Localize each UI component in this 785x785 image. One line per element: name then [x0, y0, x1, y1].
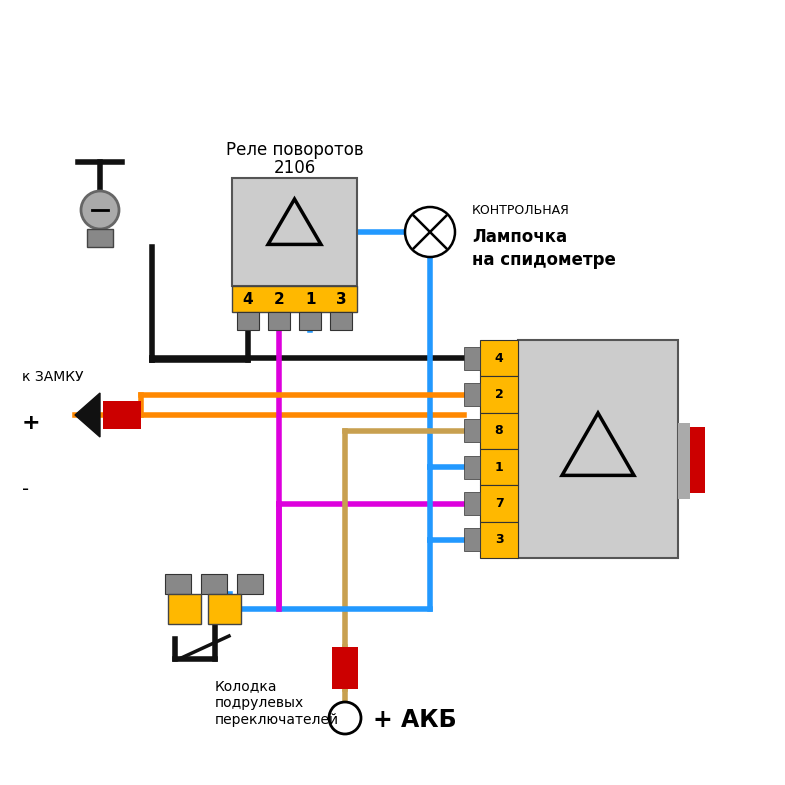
Text: 8: 8: [495, 425, 503, 437]
Bar: [480, 413, 518, 449]
Text: 4: 4: [243, 291, 253, 306]
Bar: [518, 340, 678, 558]
Text: к ЗАМКУ: к ЗАМКУ: [22, 370, 83, 384]
Text: + АКБ: + АКБ: [373, 708, 457, 732]
Text: 3: 3: [495, 533, 503, 546]
Bar: [268, 312, 290, 330]
Text: 2106: 2106: [273, 159, 316, 177]
Bar: [208, 594, 241, 624]
Bar: [678, 423, 690, 499]
Bar: [464, 346, 480, 370]
Bar: [201, 574, 227, 594]
Bar: [299, 312, 321, 330]
Bar: [464, 455, 480, 479]
Bar: [480, 340, 518, 376]
Bar: [103, 401, 141, 429]
Text: Лампочка: Лампочка: [472, 228, 567, 246]
Text: КОНТРОЛЬНАЯ: КОНТРОЛЬНАЯ: [472, 203, 570, 217]
Text: 2: 2: [273, 291, 284, 306]
Text: +: +: [22, 413, 41, 433]
Bar: [87, 229, 113, 247]
Text: Колодка: Колодка: [215, 679, 278, 693]
Bar: [237, 574, 263, 594]
Text: 1: 1: [305, 291, 316, 306]
Text: 1: 1: [495, 461, 503, 473]
Polygon shape: [75, 393, 100, 437]
Circle shape: [329, 702, 361, 734]
Text: 4: 4: [495, 352, 503, 365]
Text: 7: 7: [495, 497, 503, 510]
Bar: [480, 485, 518, 522]
Bar: [480, 522, 518, 558]
Text: 2: 2: [495, 388, 503, 401]
Bar: [480, 449, 518, 485]
Text: на спидометре: на спидометре: [472, 251, 616, 269]
Bar: [464, 383, 480, 406]
Text: Реле поворотов: Реле поворотов: [226, 141, 363, 159]
Text: переключателей: переключателей: [215, 713, 339, 727]
Bar: [168, 594, 201, 624]
Bar: [464, 528, 480, 551]
Bar: [330, 312, 352, 330]
Bar: [232, 286, 357, 312]
Bar: [165, 574, 191, 594]
Bar: [332, 647, 358, 689]
Circle shape: [405, 207, 455, 257]
Bar: [464, 419, 480, 443]
Text: 3: 3: [336, 291, 347, 306]
Bar: [232, 178, 357, 286]
Text: подрулевых: подрулевых: [215, 696, 305, 710]
Circle shape: [81, 191, 119, 229]
Bar: [690, 427, 705, 493]
Bar: [236, 312, 258, 330]
Bar: [464, 492, 480, 515]
Bar: [480, 376, 518, 413]
Text: -: -: [22, 480, 29, 499]
